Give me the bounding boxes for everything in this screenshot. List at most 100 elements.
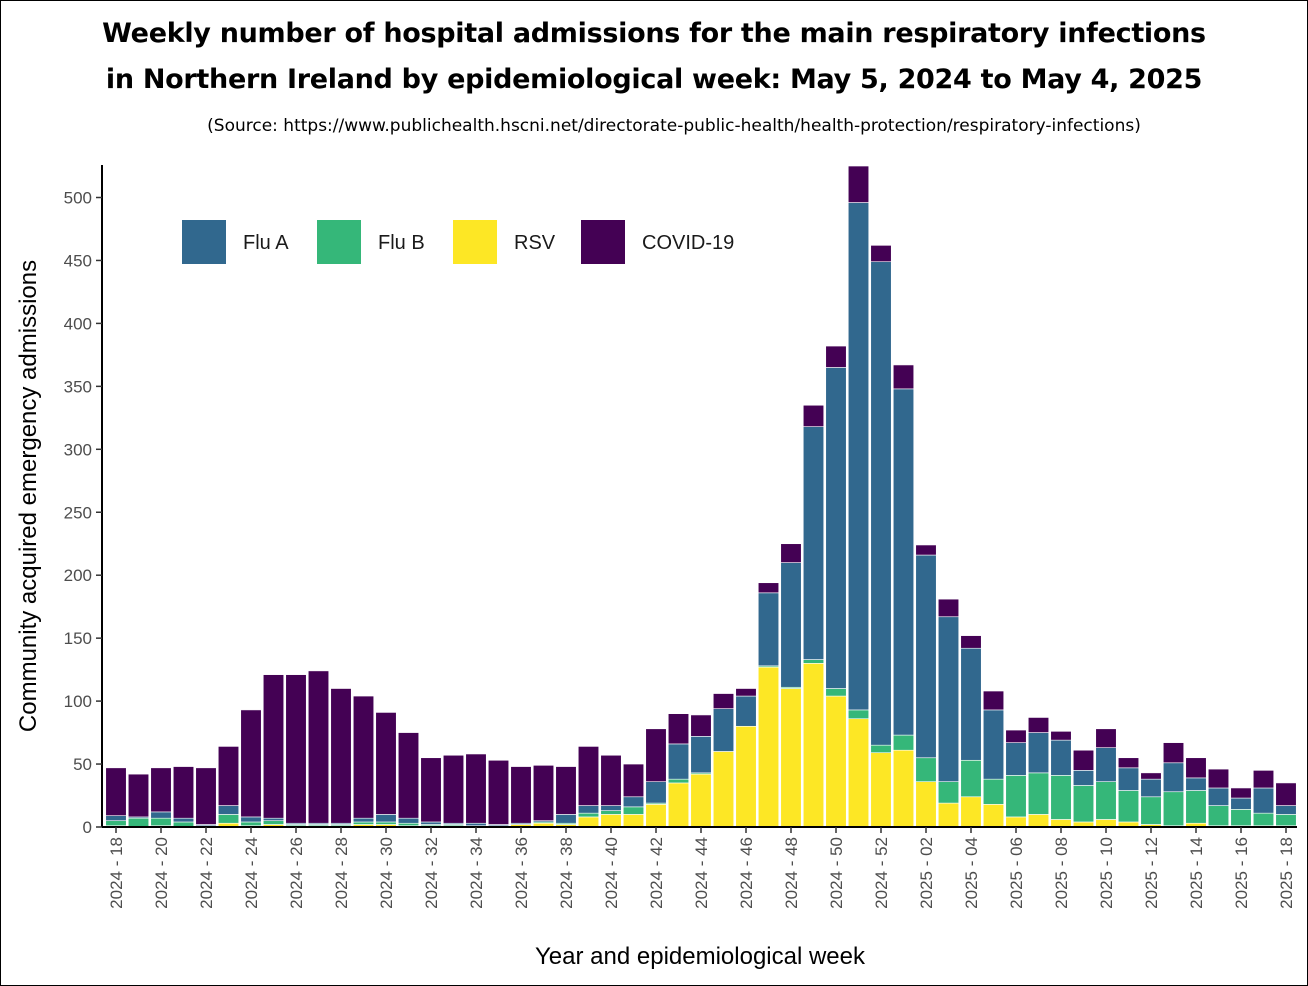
bar-flu-b-2025-17 — [1252, 812, 1275, 827]
bar-flu-a-2025-15 — [1207, 787, 1230, 806]
bar-covid-19-2025-01 — [892, 364, 915, 390]
bar-covid-19-2024-36 — [510, 766, 532, 824]
bar-flu-b-2025-04 — [960, 759, 982, 798]
bar-flu-a-2024-47 — [757, 592, 780, 667]
bar-covid-19-2024-33 — [442, 754, 465, 824]
bar-covid-19-2024-31 — [397, 732, 420, 819]
bar-flu-a-2025-02 — [915, 554, 937, 759]
x-tick-label: 2024 - 50 — [827, 837, 846, 909]
bar-flu-b-2024-18 — [105, 820, 127, 827]
bar-covid-19-2024-30 — [375, 712, 397, 815]
bar-rsv-2024-41 — [622, 814, 645, 828]
bar-covid-19-2024-45 — [712, 693, 735, 709]
bar-flu-a-2024-51 — [847, 202, 870, 711]
x-tick-label: 2025 - 08 — [1052, 837, 1071, 909]
x-tick-label: 2025 - 04 — [962, 837, 981, 909]
bar-flu-a-2024-45 — [712, 708, 735, 752]
x-tick-label: 2024 - 38 — [557, 837, 576, 909]
bar-flu-b-2024-41 — [622, 806, 645, 815]
bar-flu-b-2024-39 — [577, 812, 600, 818]
bar-flu-b-2024-49 — [802, 659, 825, 664]
bar-covid-19-2024-52 — [870, 245, 892, 263]
bar-covid-19-2025-12 — [1140, 772, 1162, 780]
x-tick-label: 2025 - 06 — [1007, 837, 1026, 909]
bar-covid-19-2024-41 — [622, 763, 645, 798]
bar-flu-a-2025-16 — [1230, 797, 1252, 810]
bar-flu-a-2024-39 — [577, 805, 600, 814]
x-tick-label: 2024 - 22 — [197, 837, 216, 909]
bar-flu-b-2025-18 — [1275, 814, 1297, 827]
bar-rsv-2024-52 — [870, 752, 892, 828]
y-axis-ticks: 0 50 100 150 200 250 300 350 400 450 500 — [64, 189, 102, 837]
bar-flu-b-2025-02 — [915, 757, 937, 782]
legend-label-flu-b: Flu B — [378, 232, 425, 254]
bar-rsv-2025-05 — [982, 804, 1005, 828]
x-tick-label: 2024 - 30 — [377, 837, 396, 909]
bar-flu-b-2024-19 — [127, 817, 150, 828]
bar-covid-19-2024-32 — [420, 757, 442, 823]
bar-rsv-2024-46 — [735, 725, 757, 828]
x-tick-label: 2024 - 42 — [647, 837, 666, 909]
x-tick-label: 2024 - 26 — [287, 837, 306, 909]
bars-layer — [105, 165, 1297, 828]
y-tick-label: 250 — [64, 503, 92, 522]
bar-flu-a-2025-08 — [1050, 739, 1072, 776]
y-axis-title: Community acquired emergency admissions — [15, 260, 42, 732]
bar-rsv-2024-50 — [825, 695, 847, 828]
bar-flu-a-2024-38 — [555, 814, 577, 824]
bar-flu-a-2024-40 — [600, 805, 622, 811]
chart-title-line-2: in Northern Ireland by epidemiological w… — [105, 64, 1203, 95]
x-tick-label: 2024 - 48 — [782, 837, 801, 909]
bar-flu-b-2024-24 — [240, 821, 262, 827]
bar-flu-b-2024-50 — [825, 688, 847, 697]
bar-rsv-2024-44 — [690, 773, 712, 828]
bar-flu-a-2024-44 — [690, 736, 712, 774]
bar-covid-19-2024-19 — [127, 773, 150, 818]
legend-label-rsv: RSV — [514, 232, 556, 254]
x-tick-label: 2024 - 36 — [512, 837, 531, 909]
legend-swatch-rsv — [453, 220, 497, 264]
bar-flu-b-2025-16 — [1230, 809, 1252, 827]
x-tick-label: 2024 - 46 — [737, 837, 756, 909]
bar-flu-a-2024-46 — [735, 695, 757, 727]
chart-source: (Source: https://www.publichealth.hscni.… — [207, 116, 1141, 136]
bar-flu-a-2024-48 — [780, 562, 802, 688]
legend-label-covid-19: COVID-19 — [642, 232, 734, 254]
chart-title-line-1: Weekly number of hospital admissions for… — [102, 18, 1206, 49]
bar-covid-19-2024-24 — [240, 709, 262, 818]
x-axis-ticks: 2024 - 18 2024 - 20 2024 - 22 2024 - 24 2024… — [107, 827, 1296, 909]
bar-flu-b-2025-01 — [892, 734, 915, 751]
bar-covid-19-2025-08 — [1050, 731, 1072, 741]
bar-flu-a-2024-25 — [262, 817, 285, 822]
x-tick-label: 2025 - 16 — [1232, 837, 1251, 909]
y-tick-label: 50 — [73, 755, 92, 774]
bar-flu-b-2024-52 — [870, 744, 892, 754]
bar-covid-19-2025-13 — [1162, 742, 1185, 764]
bar-flu-a-2025-18 — [1275, 805, 1297, 815]
bar-rsv-2024-48 — [780, 688, 802, 828]
bar-covid-19-2025-15 — [1207, 768, 1230, 789]
bar-covid-19-2024-29 — [352, 695, 375, 819]
bar-flu-b-2024-43 — [667, 778, 690, 784]
bar-covid-19-2024-20 — [150, 767, 172, 813]
bar-flu-a-2025-12 — [1140, 778, 1162, 798]
bar-flu-a-2024-24 — [240, 816, 262, 823]
bar-rsv-2024-49 — [802, 663, 825, 828]
bar-covid-19-2024-50 — [825, 345, 847, 368]
bar-flu-a-2025-09 — [1072, 770, 1095, 786]
legend-swatch-covid-19 — [581, 220, 625, 264]
bar-flu-b-2024-30 — [375, 821, 397, 825]
x-tick-label: 2024 - 32 — [422, 837, 441, 909]
bar-flu-b-2025-12 — [1140, 796, 1162, 825]
bar-flu-a-2025-17 — [1252, 787, 1275, 814]
bar-rsv-2025-01 — [892, 749, 915, 828]
bar-covid-19-2024-47 — [757, 582, 780, 594]
bar-covid-19-2025-11 — [1117, 757, 1140, 769]
bar-flu-a-2024-31 — [397, 817, 420, 824]
x-tick-label: 2025 - 10 — [1097, 837, 1116, 909]
bar-flu-a-2025-01 — [892, 388, 915, 736]
bar-flu-b-2025-07 — [1027, 772, 1050, 815]
bar-covid-19-2024-23 — [217, 746, 240, 806]
bar-rsv-2025-04 — [960, 796, 982, 828]
y-tick-label: 400 — [64, 314, 92, 333]
